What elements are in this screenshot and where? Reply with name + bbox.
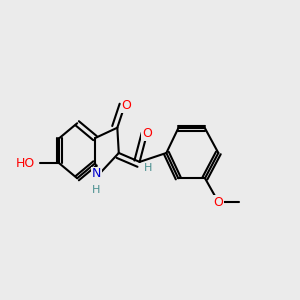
Text: N: N <box>92 167 101 180</box>
Text: HO: HO <box>15 157 35 170</box>
Text: H: H <box>92 185 101 195</box>
Text: H: H <box>144 163 153 173</box>
Text: O: O <box>213 196 223 208</box>
Text: O: O <box>121 99 131 112</box>
Text: O: O <box>142 127 152 140</box>
